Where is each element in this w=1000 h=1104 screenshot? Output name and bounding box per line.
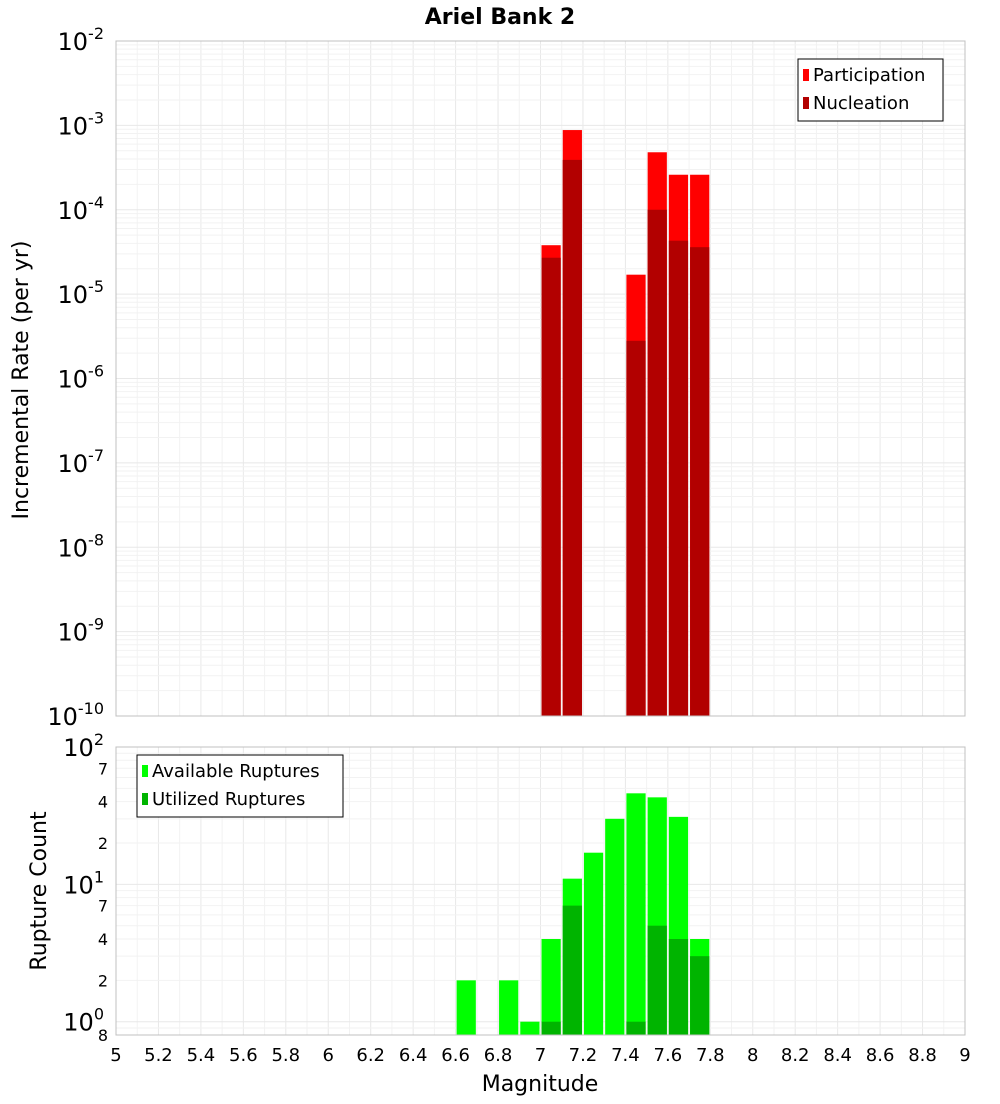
x-tick-label: 6.6 — [441, 1045, 470, 1066]
x-axis-label: Magnitude — [482, 1072, 599, 1097]
bottom-bars — [456, 793, 710, 1035]
bottom-y-minor-tick-label: 2 — [98, 834, 108, 853]
x-tick-label: 6.2 — [356, 1045, 385, 1066]
top-bar-series2 — [690, 247, 710, 716]
bottom-y-minor-tick-label: 8 — [98, 1026, 108, 1045]
top-bar-series2 — [626, 340, 646, 716]
x-tick-label: 7.4 — [611, 1045, 640, 1066]
bottom-y-major-tick-label: 102 — [63, 730, 104, 762]
top-legend-swatch — [803, 69, 809, 81]
bottom-legend-box — [136, 754, 344, 818]
bottom-bar-series1 — [583, 852, 604, 1035]
x-tick-label: 5.4 — [187, 1045, 216, 1066]
bottom-bar-series1 — [499, 980, 519, 1035]
top-legend-label: Nucleation — [813, 93, 909, 114]
bottom-bar-series1 — [456, 980, 476, 1035]
top-bars — [541, 130, 710, 717]
bottom-bar-series1 — [520, 1021, 540, 1035]
x-tick-label: 5.8 — [271, 1045, 300, 1066]
x-tick-label: 5.2 — [144, 1045, 173, 1066]
bottom-y-minor-tick-label: 7 — [98, 897, 108, 916]
x-tick-label: 5 — [110, 1045, 121, 1066]
top-bar-series2 — [668, 240, 689, 717]
bottom-plot-frame — [115, 746, 966, 1036]
top-y-tick-label: 10-2 — [58, 24, 105, 56]
bottom-y-major-tick-label: 101 — [63, 867, 104, 899]
bottom-bar-series2 — [690, 956, 710, 1035]
bottom-y-major-tick-label: 100 — [63, 1005, 104, 1037]
top-bar-series2 — [562, 159, 582, 717]
x-tick-label: 6 — [323, 1045, 334, 1066]
bottom-bar-series2 — [541, 1021, 561, 1035]
top-bar-series2 — [541, 257, 561, 716]
bottom-y-minor-tick-label: 4 — [98, 930, 108, 949]
top-y-tick-label: 10-3 — [58, 108, 105, 140]
x-tick-label: 7.8 — [696, 1045, 725, 1066]
top-gridlines — [115, 40, 966, 717]
x-tick-label: 7 — [535, 1045, 546, 1066]
x-tick-label: 8 — [747, 1045, 758, 1066]
top-y-tick-label: 10-6 — [58, 362, 105, 394]
bottom-y-minor-tick-label: 7 — [98, 759, 108, 778]
top-y-tick-label: 10-5 — [58, 277, 105, 309]
x-tick-label: 7.6 — [654, 1045, 683, 1066]
bottom-y-minor-tick-label: 4 — [98, 793, 108, 812]
top-plot-frame — [115, 40, 966, 717]
bottom-legend-swatch — [142, 793, 148, 805]
x-tick-label: 6.4 — [399, 1045, 428, 1066]
x-tick-label: 9 — [959, 1045, 970, 1066]
bottom-bar-series1 — [605, 818, 625, 1035]
x-tick-label: 5.6 — [229, 1045, 258, 1066]
top-y-tick-label: 10-10 — [47, 699, 104, 731]
top-legend-box — [797, 58, 944, 122]
top-y-axis-label: Incremental Rate (per yr) — [9, 241, 34, 520]
top-legend-label: Participation — [813, 65, 925, 86]
bottom-legend-label: Available Ruptures — [152, 761, 320, 782]
bottom-y-minor-tick-label: 2 — [98, 971, 108, 990]
bottom-bar-series2 — [626, 1021, 646, 1035]
bottom-bar-series2 — [562, 905, 582, 1035]
bottom-y-axis-label: Rupture Count — [27, 811, 52, 971]
bottom-bar-series2 — [668, 939, 689, 1035]
top-legend-swatch — [803, 97, 809, 109]
x-tick-label: 8.6 — [866, 1045, 895, 1066]
top-bar-series2 — [647, 209, 667, 716]
bottom-legend-swatch — [142, 765, 148, 777]
chart-title: Ariel Bank 2 — [425, 5, 575, 30]
x-tick-label: 8.2 — [781, 1045, 810, 1066]
x-tick-label: 8.4 — [823, 1045, 852, 1066]
bottom-legend-label: Utilized Ruptures — [152, 789, 305, 810]
top-y-tick-label: 10-8 — [58, 530, 105, 562]
bottom-bar-series1 — [626, 793, 646, 1035]
bottom-bar-series2 — [647, 925, 667, 1035]
bottom-bar-series1 — [541, 939, 561, 1035]
top-y-tick-label: 10-9 — [58, 615, 105, 647]
x-tick-label: 6.8 — [484, 1045, 513, 1066]
top-y-tick-label: 10-4 — [58, 193, 105, 225]
x-tick-label: 8.8 — [908, 1045, 937, 1066]
top-y-tick-label: 10-7 — [58, 446, 105, 478]
x-tick-label: 7.2 — [569, 1045, 598, 1066]
